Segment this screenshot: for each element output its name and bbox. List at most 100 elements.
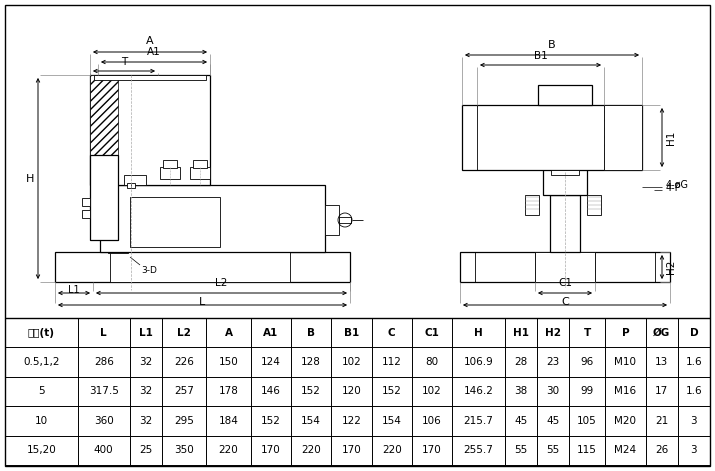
Text: 23: 23 [546,357,560,367]
Text: B: B [307,328,315,338]
Text: 170: 170 [422,445,442,455]
Bar [163,160,177,168]
Text: M16: M16 [614,387,636,397]
Text: 15,20: 15,20 [26,445,56,455]
Text: 105: 105 [577,416,597,426]
Text: 13: 13 [655,357,669,367]
Text: 184: 184 [219,416,239,426]
Bar [550,195,580,252]
Text: ØG: ØG [653,328,670,338]
Text: 170: 170 [342,445,361,455]
Text: 152: 152 [382,387,402,397]
Text: H: H [474,328,483,338]
Text: 3: 3 [691,416,697,426]
Text: H1: H1 [666,130,676,145]
Text: M20: M20 [614,416,636,426]
Bar [604,105,642,170]
Text: 215.7: 215.7 [463,416,493,426]
Text: C1: C1 [425,328,440,338]
Text: 154: 154 [301,416,321,426]
Text: L: L [199,297,206,307]
Text: B1: B1 [533,51,548,61]
Bar [462,105,642,170]
Text: M24: M24 [614,445,636,455]
Bar [55,252,350,282]
Text: L1: L1 [139,328,153,338]
Bar [543,155,587,195]
Text: H1: H1 [513,328,528,338]
Text: 45: 45 [546,416,560,426]
Text: C1: C1 [558,278,572,288]
Text: 112: 112 [382,357,402,367]
Bar [108,245,128,253]
Text: 170: 170 [261,445,281,455]
Text: 28: 28 [514,357,527,367]
Bar [90,75,210,185]
Text: 45: 45 [514,416,527,426]
Text: 17: 17 [655,387,669,397]
Text: 255.7: 255.7 [463,445,493,455]
Text: 96: 96 [581,357,593,367]
Text: 99: 99 [581,387,593,397]
Bar [82,198,90,206]
Bar [90,155,118,240]
Text: L: L [100,328,107,338]
Text: 220: 220 [382,445,402,455]
Text: A: A [225,328,232,338]
Bar [82,210,90,218]
Text: 124: 124 [261,357,281,367]
Text: 154: 154 [382,416,402,426]
Text: 26: 26 [655,445,669,455]
Bar [190,167,210,179]
Text: 0.5,1,2: 0.5,1,2 [23,357,59,367]
Text: 146.2: 146.2 [463,387,493,397]
Text: 55: 55 [546,445,560,455]
Text: H: H [26,173,34,184]
Bar [460,252,670,282]
Text: T: T [121,57,127,67]
Text: 257: 257 [174,387,194,397]
Text: 容量(t): 容量(t) [28,328,55,338]
Bar [110,252,290,282]
Bar [604,105,642,170]
Text: 5: 5 [38,387,44,397]
Text: 220: 220 [219,445,239,455]
Text: 80: 80 [425,357,438,367]
Text: P: P [621,328,629,338]
Text: M10: M10 [614,357,636,367]
Text: 102: 102 [342,357,361,367]
Text: 106: 106 [422,416,442,426]
Text: A1: A1 [147,47,161,57]
Text: 152: 152 [301,387,321,397]
Text: D: D [689,328,699,338]
Text: H2: H2 [545,328,561,338]
Text: 226: 226 [174,357,194,367]
Text: 360: 360 [94,416,114,426]
Text: 152: 152 [261,416,281,426]
Text: 4-P: 4-P [666,183,681,193]
Text: 1.6: 1.6 [686,357,702,367]
Text: 350: 350 [174,445,194,455]
Text: 55: 55 [514,445,527,455]
Text: C: C [388,328,395,338]
Bar [535,252,595,282]
Text: 317.5: 317.5 [89,387,119,397]
Text: L1: L1 [68,285,80,295]
Text: C: C [561,297,569,307]
Bar [94,75,206,80]
Text: 32: 32 [139,416,152,426]
Bar [100,185,325,252]
Text: 146: 146 [261,387,281,397]
Text: 115: 115 [577,445,597,455]
Text: T: T [583,328,591,338]
Text: L2: L2 [177,328,191,338]
Text: 295: 295 [174,416,194,426]
Bar [127,183,135,188]
Bar [525,195,539,215]
Text: 10: 10 [35,416,48,426]
Text: 32: 32 [139,357,152,367]
Text: 178: 178 [219,387,239,397]
Text: 4-øG: 4-øG [666,180,689,190]
Text: 120: 120 [342,387,361,397]
Text: L2: L2 [215,278,227,288]
